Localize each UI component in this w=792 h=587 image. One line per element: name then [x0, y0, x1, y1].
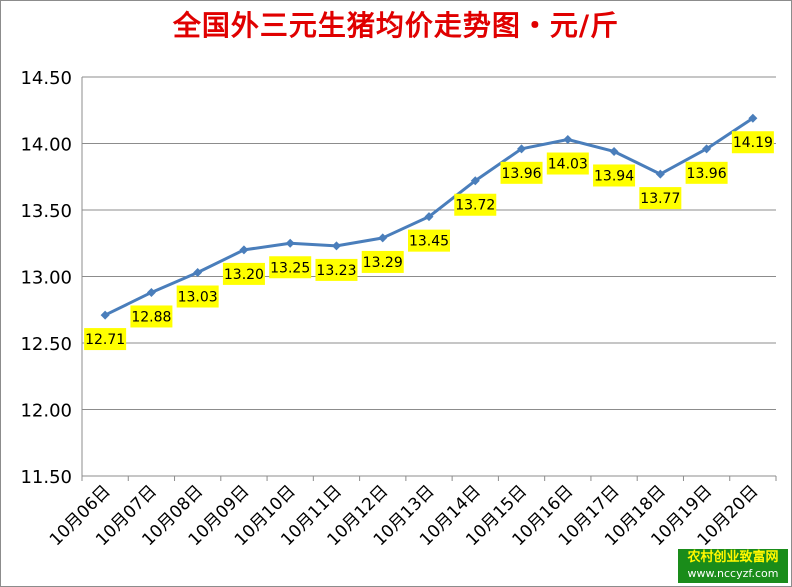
data-label: 13.29 — [363, 255, 403, 271]
data-point — [146, 287, 156, 297]
data-point — [470, 176, 480, 186]
data-label-background — [361, 250, 404, 273]
data-label-background — [731, 131, 774, 154]
data-label: 12.71 — [85, 332, 125, 348]
chart-title: 全国外三元生猪均价走势图・元/斤 — [172, 9, 620, 42]
data-label: 13.45 — [409, 234, 449, 250]
data-point — [609, 146, 619, 156]
data-label: 13.96 — [687, 166, 727, 182]
data-label: 13.23 — [316, 263, 356, 279]
data-label-background — [269, 256, 312, 279]
data-label-background — [130, 305, 173, 328]
data-label-background — [639, 187, 682, 210]
y-tick-label: 13.00 — [20, 268, 72, 289]
data-label: 13.25 — [270, 260, 310, 276]
data-label: 13.72 — [455, 198, 495, 214]
data-label-background — [593, 164, 636, 187]
data-point — [424, 212, 434, 222]
y-tick-label: 13.50 — [20, 201, 72, 222]
y-tick-label: 12.00 — [20, 401, 72, 422]
y-tick-label: 11.50 — [20, 467, 72, 488]
data-label-background — [546, 152, 589, 175]
data-label-background — [176, 285, 219, 308]
data-label: 13.94 — [594, 168, 634, 184]
data-label: 14.19 — [733, 135, 773, 151]
data-point — [285, 238, 295, 248]
data-point — [702, 144, 712, 154]
data-point — [193, 268, 203, 278]
watermark-site-url: www.nccyzf.com — [687, 567, 779, 580]
data-label: 13.77 — [640, 191, 680, 207]
data-label-background — [685, 161, 728, 184]
data-label: 13.03 — [178, 290, 218, 306]
data-label-background — [500, 161, 543, 184]
data-point — [655, 169, 665, 179]
data-label-background — [222, 262, 265, 285]
y-tick-label: 12.50 — [20, 334, 72, 355]
data-label-background — [84, 328, 127, 351]
data-point — [563, 135, 573, 145]
data-label: 14.03 — [548, 157, 588, 173]
data-label: 12.88 — [131, 309, 171, 325]
data-label-background — [315, 258, 358, 281]
site-watermark: 农村创业致富网 www.nccyzf.com — [678, 549, 788, 583]
data-point — [331, 241, 341, 251]
y-tick-label: 14.00 — [20, 135, 72, 156]
data-label-background — [454, 193, 497, 216]
watermark-site-name: 农村创业致富网 — [687, 550, 779, 565]
data-label: 13.20 — [224, 267, 264, 283]
data-point — [100, 310, 110, 320]
y-tick-label: 14.50 — [20, 68, 72, 89]
data-label-background — [408, 229, 450, 252]
data-point — [239, 245, 249, 255]
data-point — [378, 233, 388, 243]
data-point — [517, 144, 527, 154]
data-point — [748, 113, 758, 123]
data-label: 13.96 — [501, 166, 541, 182]
